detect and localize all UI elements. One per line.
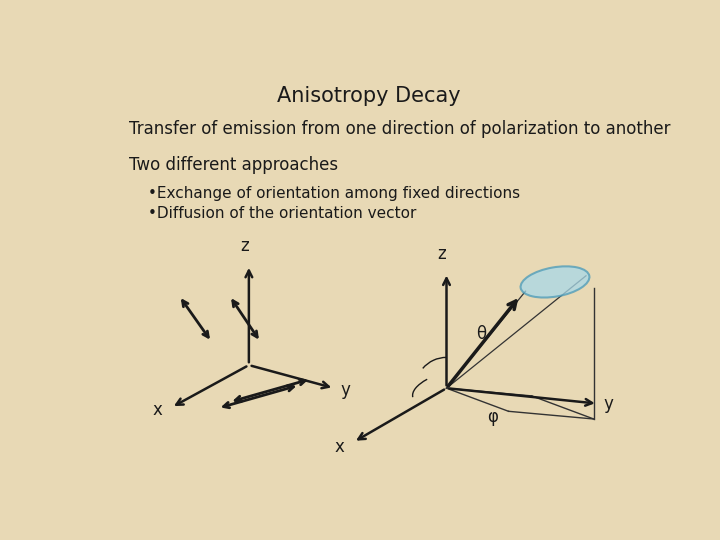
Ellipse shape — [521, 266, 590, 298]
Text: y: y — [341, 381, 350, 399]
Text: φ: φ — [487, 408, 498, 427]
Text: θ: θ — [476, 325, 486, 343]
Text: z: z — [438, 245, 446, 262]
Text: x: x — [152, 401, 162, 418]
Text: z: z — [240, 237, 248, 255]
Text: •Diffusion of the orientation vector: •Diffusion of the orientation vector — [148, 206, 416, 221]
Text: Transfer of emission from one direction of polarization to another: Transfer of emission from one direction … — [129, 120, 670, 138]
Text: Anisotropy Decay: Anisotropy Decay — [277, 86, 461, 106]
Text: y: y — [604, 395, 613, 413]
Text: Two different approaches: Two different approaches — [129, 156, 338, 174]
Text: •Exchange of orientation among fixed directions: •Exchange of orientation among fixed dir… — [148, 186, 521, 201]
Text: x: x — [334, 438, 344, 456]
